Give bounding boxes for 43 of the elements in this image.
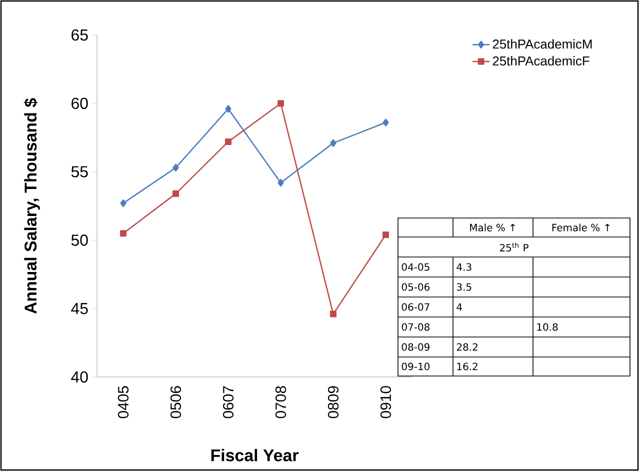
y-axis-title: Annual Salary, Thousand $ xyxy=(24,98,40,314)
x-tick-label: 0607 xyxy=(222,386,234,418)
annotation: 06-07 xyxy=(402,303,430,311)
point xyxy=(120,230,127,237)
annotation: 09-10 xyxy=(402,362,430,370)
text: 16.2 xyxy=(457,362,478,370)
x-axis-title: Fiscal Year xyxy=(211,448,298,462)
x-tick-label: 0809 xyxy=(328,386,339,418)
text: 28.2 xyxy=(456,343,478,351)
annotation: 05-06 xyxy=(402,283,430,291)
text: 4.3 xyxy=(456,263,472,271)
point xyxy=(330,310,337,318)
point xyxy=(225,138,232,145)
legend-label: 25thPAcademicM xyxy=(492,39,592,49)
y-tick-label: 60 xyxy=(72,98,88,110)
y-tick-label: 50 xyxy=(71,234,88,246)
y-tick-label: 45 xyxy=(71,303,88,314)
y-tick-label: 40 xyxy=(71,371,88,383)
point xyxy=(172,164,179,172)
point xyxy=(382,231,390,238)
point xyxy=(382,118,389,126)
annotation: 07-08 xyxy=(402,323,430,331)
point xyxy=(172,190,180,197)
text: Male % ↑ xyxy=(470,224,515,232)
text: 4 xyxy=(456,303,462,311)
text: Female % ↑ xyxy=(552,224,610,232)
text: 3.5 xyxy=(456,283,472,291)
text: 10.8 xyxy=(537,323,558,331)
point xyxy=(120,199,126,208)
annotation: 08-09 xyxy=(402,343,430,351)
text: 25$^{th}$ P xyxy=(500,242,528,252)
legend-label: 25thPAcademicF xyxy=(492,56,590,66)
point xyxy=(330,139,336,147)
x-tick-label: 0708 xyxy=(275,386,286,418)
x-tick-label: 0910 xyxy=(380,386,392,418)
point xyxy=(225,105,232,113)
y-tick-label: 55 xyxy=(71,166,88,178)
annotation: 04-05 xyxy=(402,263,430,271)
y-tick-label: 65 xyxy=(72,29,88,41)
x-tick-label: 0405 xyxy=(118,386,129,418)
point xyxy=(278,100,284,107)
point xyxy=(278,178,284,187)
x-tick-label: 0506 xyxy=(170,386,182,418)
